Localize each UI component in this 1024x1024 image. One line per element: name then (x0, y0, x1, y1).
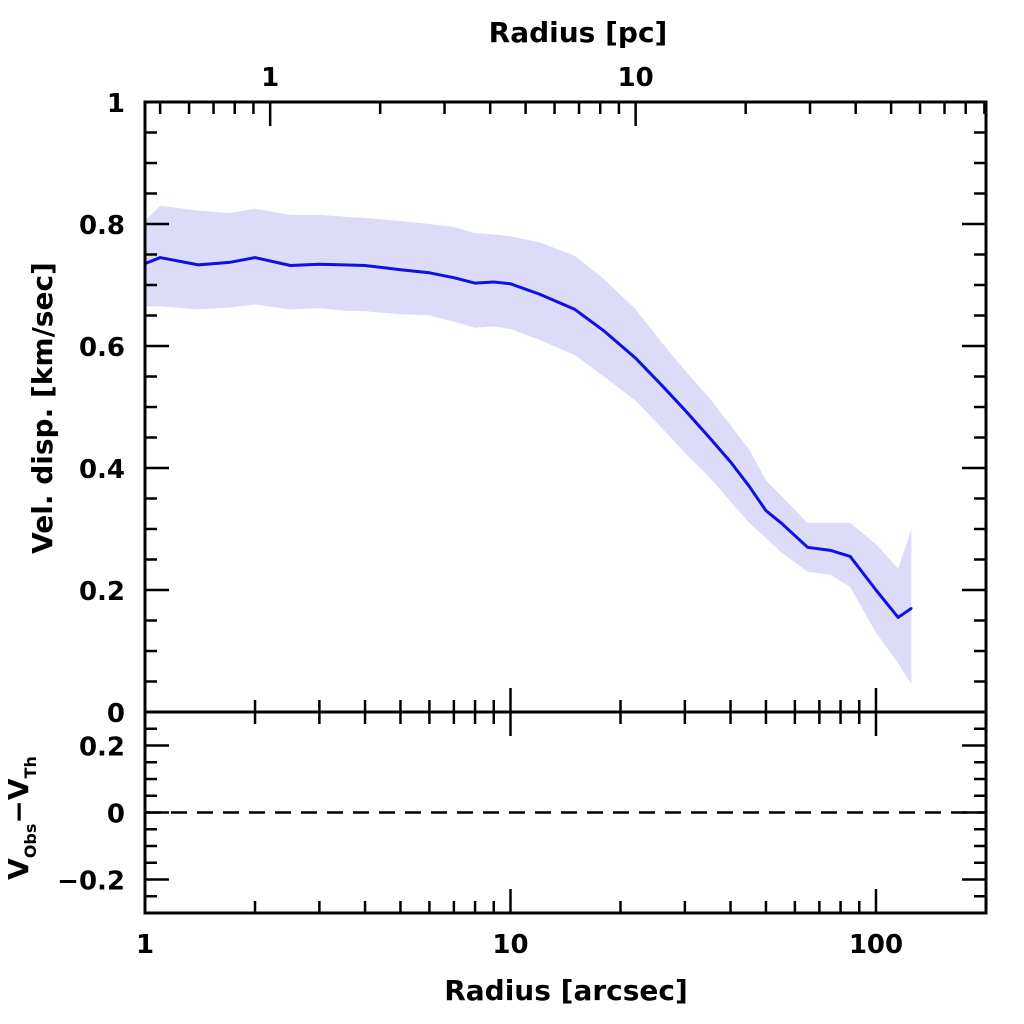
ylabel-sub-obs: Obs (21, 824, 40, 859)
ylabel-v: V (2, 858, 35, 880)
y-tick-label: 0.6 (79, 333, 125, 363)
data-point (492, 280, 495, 284)
y-tick-label: 1 (107, 89, 125, 119)
data-point (829, 549, 832, 552)
label-layer: 0 0.2 0.4 0.6 0.8 1 −0.2 0 0.2 1 10 100 1 10 (57, 63, 903, 960)
tick-layer (143, 102, 988, 913)
svg-text:VObs−VTh: VObs−VTh (2, 756, 40, 880)
data-point (683, 408, 687, 412)
y-tick-label: 0.4 (79, 455, 125, 485)
data-point (452, 276, 456, 279)
data-point (538, 292, 541, 296)
y-tick-label-bottom: 0.2 (79, 733, 125, 763)
data-point (660, 384, 664, 387)
y-tick-label: 0.8 (79, 211, 125, 241)
data-point (289, 264, 292, 267)
data-point (848, 555, 852, 558)
data-point (158, 256, 162, 259)
ylabel-sub-th: Th (21, 756, 40, 778)
data-point (573, 308, 577, 311)
data-point (602, 329, 605, 332)
data-point (228, 261, 231, 264)
top-tick-label: 10 (618, 63, 654, 93)
data-point (708, 436, 711, 439)
data-point (428, 271, 431, 274)
top-y-axis-title: Vel. disp. [km/sec] (26, 262, 59, 554)
data-point (874, 588, 878, 592)
y-tick-label-bottom: 0 (107, 800, 125, 830)
data-point (253, 256, 257, 259)
data-point (399, 268, 402, 271)
series-line (144, 256, 913, 619)
data-point (748, 485, 751, 488)
ylabel-minus-v: −V (2, 778, 35, 823)
bottom-y-axis-title: VObs−VTh (2, 756, 40, 880)
y-tick-label: 0 (107, 699, 125, 729)
data-point (729, 460, 732, 464)
data-point (896, 616, 900, 619)
band-layer (145, 205, 912, 685)
data-point (197, 263, 200, 267)
top-tick-label: 1 (261, 63, 279, 93)
error-band (145, 205, 912, 685)
y-tick-label-bottom: −0.2 (57, 867, 125, 897)
data-point (779, 521, 783, 525)
data-point (318, 263, 321, 266)
data-point (910, 607, 913, 610)
data-point (634, 357, 637, 360)
data-point (342, 263, 346, 267)
top-axis-title: Radius [pc] (489, 16, 668, 49)
x-tick-label: 100 (849, 930, 903, 960)
x-tick-label: 10 (492, 930, 528, 960)
x-axis-title: Radius [arcsec] (444, 974, 688, 1007)
y-tick-label: 0.2 (79, 577, 125, 607)
frame-layer (143, 100, 988, 915)
data-point (363, 264, 367, 267)
data-point (806, 546, 809, 549)
x-tick-label: 1 (136, 930, 154, 960)
data-point (473, 281, 477, 285)
data-point (764, 509, 768, 512)
data-point (509, 282, 512, 285)
line-layer (143, 256, 913, 619)
plot-frame (143, 100, 988, 915)
